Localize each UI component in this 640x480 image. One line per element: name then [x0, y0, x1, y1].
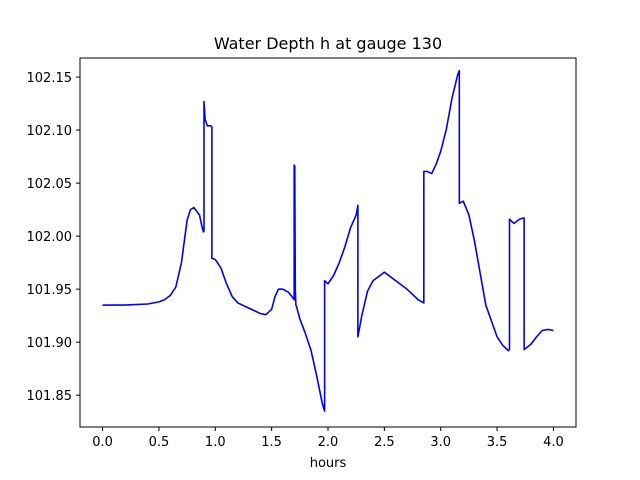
chart-title: Water Depth h at gauge 130	[214, 34, 442, 53]
x-axis-label: hours	[310, 456, 347, 471]
x-tick-label: 1.5	[261, 435, 282, 450]
plot-area	[102, 69, 554, 412]
plot-frame	[79, 57, 577, 428]
y-tick-label: 101.85	[27, 389, 73, 404]
y-tick-label: 101.95	[27, 283, 73, 298]
y-tick-label: 102.10	[27, 124, 73, 139]
x-tick-label: 3.5	[487, 435, 508, 450]
x-tick-label: 4.0	[543, 435, 564, 450]
x-tick-label: 2.0	[318, 435, 339, 450]
series-line-0	[102, 69, 554, 412]
y-tick-label: 102.00	[27, 230, 73, 245]
axis-ticks: 0.0 0.5 1.0 1.5 2.0 2.5 3.0 3.5 4.0 101.85 101.90 1…	[27, 71, 564, 450]
x-tick-label: 1.0	[205, 435, 226, 450]
x-tick-label: 2.5	[374, 435, 395, 450]
x-tick-label: 0.0	[92, 435, 113, 450]
y-tick-label: 101.90	[27, 336, 73, 351]
x-tick-label: 3.0	[430, 435, 451, 450]
y-tick-label: 102.05	[27, 177, 73, 192]
x-tick-label: 0.5	[149, 435, 170, 450]
y-tick-label: 102.15	[27, 71, 73, 86]
